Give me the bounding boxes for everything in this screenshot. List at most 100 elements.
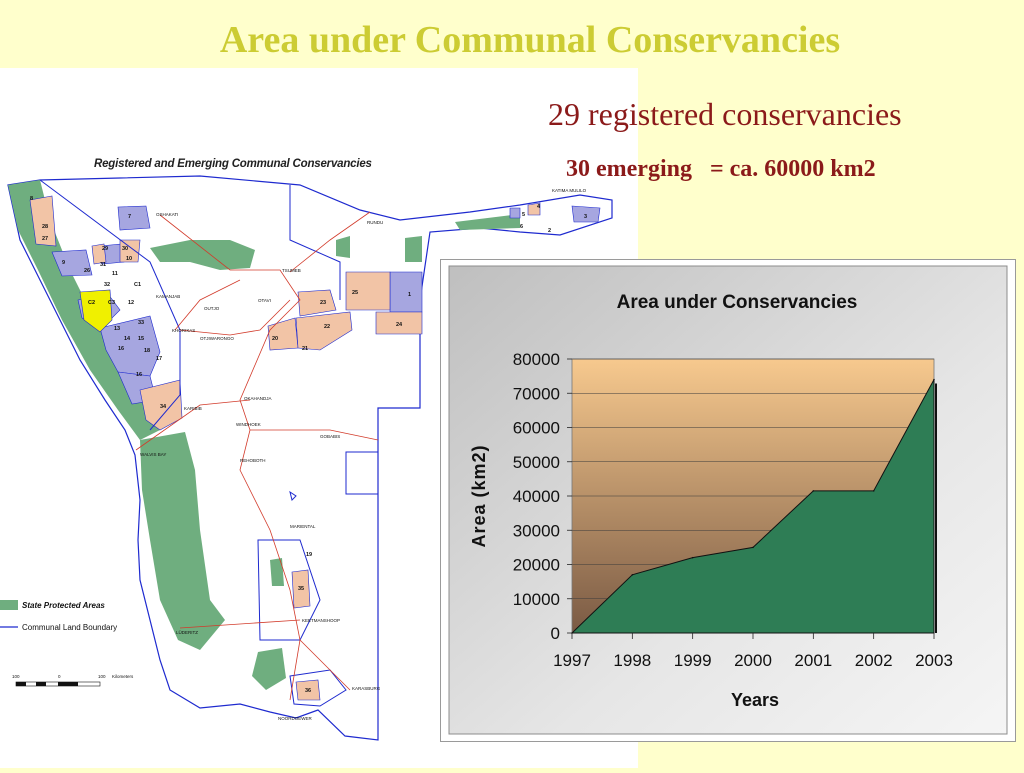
svg-text:18: 18 [144, 348, 150, 354]
y-tick-label: 40000 [513, 487, 560, 506]
y-tick-label: 60000 [513, 419, 560, 438]
legend-boundary-label: Communal Land Boundary [22, 623, 117, 632]
svg-text:36: 36 [305, 688, 311, 694]
svg-text:KATIMA MULILO: KATIMA MULILO [552, 188, 587, 193]
x-tick-label: 1997 [553, 651, 591, 670]
svg-text:3: 3 [584, 214, 587, 220]
svg-text:OUTJO: OUTJO [204, 306, 220, 311]
y-tick-label: 70000 [513, 384, 560, 403]
svg-text:WINDHOEK: WINDHOEK [236, 422, 261, 427]
svg-text:20: 20 [272, 336, 278, 342]
svg-text:16: 16 [136, 372, 142, 378]
svg-text:17: 17 [156, 356, 162, 362]
y-tick-label: 80000 [513, 350, 560, 369]
svg-text:OTJIWARONGO: OTJIWARONGO [200, 336, 234, 341]
svg-text:35: 35 [298, 586, 304, 592]
area-data-point [812, 490, 815, 492]
y-tick-label: 10000 [513, 590, 560, 609]
area-data-point [752, 546, 754, 549]
svg-text:13: 13 [114, 326, 120, 332]
map-heading: Registered and Emerging Communal Conserv… [94, 158, 372, 170]
svg-text:10: 10 [126, 256, 132, 262]
y-axis-ticks: 0 10000 20000 30000 40000 50000 60000 70000 8000… [513, 350, 572, 643]
svg-text:5: 5 [522, 212, 525, 218]
svg-text:32: 32 [104, 282, 110, 288]
namib-protected [140, 432, 225, 650]
svg-text:100: 100 [12, 674, 20, 679]
svg-text:C1: C1 [134, 282, 141, 288]
legend-protected-label: State Protected Areas [22, 601, 105, 610]
svg-text:26: 26 [84, 268, 90, 274]
slide-title: Area under Communal Conservancies [219, 19, 841, 61]
place-labels: OSHAKATI RUNDU KATIMA MULILO TSUMEB OTAV… [140, 188, 587, 721]
svg-text:23: 23 [320, 300, 326, 306]
svg-text:Kilometers: Kilometers [112, 674, 134, 679]
svg-text:TSUMEB: TSUMEB [282, 268, 301, 273]
svg-text:OKAHANDJA: OKAHANDJA [244, 396, 272, 401]
y-tick-label: 30000 [513, 521, 560, 540]
svg-text:25: 25 [352, 290, 358, 296]
area-data-point [691, 556, 694, 559]
country-outline [7, 175, 613, 741]
svg-text:15: 15 [138, 336, 144, 342]
svg-text:KARASBURG: KARASBURG [352, 686, 381, 691]
svg-text:9: 9 [62, 260, 65, 266]
svg-text:2: 2 [548, 228, 551, 234]
svg-text:8: 8 [30, 196, 33, 202]
svg-text:KARIBIB: KARIBIB [184, 406, 202, 411]
etosha-protected [150, 240, 255, 270]
x-tick-label: 1998 [613, 651, 651, 670]
svg-text:WALVIS BAY: WALVIS BAY [140, 452, 166, 457]
svg-text:REHOBOTH: REHOBOTH [240, 458, 266, 463]
svg-text:33: 33 [138, 320, 144, 326]
svg-text:27: 27 [42, 236, 48, 242]
svg-text:C2: C2 [88, 300, 95, 306]
svg-text:7: 7 [128, 214, 131, 220]
svg-text:6: 6 [520, 224, 523, 230]
svg-text:31: 31 [100, 262, 106, 268]
emerging-count-text: 30 emerging = ca. 60000 km2 [566, 156, 876, 182]
area-chart-panel: Area under Conservancies 0 10000 20000 3000… [440, 259, 1016, 742]
svg-text:1: 1 [408, 292, 411, 298]
scale-bar: 100 0 100 Kilometers [12, 674, 134, 687]
svg-text:C3: C3 [108, 300, 115, 306]
svg-text:KEETMANSHOOP: KEETMANSHOOP [302, 618, 340, 623]
svg-text:MARIENTAL: MARIENTAL [290, 524, 316, 529]
x-axis-label: Years [731, 690, 779, 710]
svg-text:NOORDOEWER: NOORDOEWER [278, 716, 313, 721]
svg-text:30: 30 [122, 246, 128, 252]
svg-text:19: 19 [306, 552, 312, 558]
registered-count-text: 29 registered conservancies [548, 96, 902, 132]
svg-text:4: 4 [537, 204, 541, 210]
svg-text:KAMANJAB: KAMANJAB [156, 294, 180, 299]
legend-swatch-protected [0, 600, 18, 610]
x-axis-ticks: 1997 1998 1999 2000 2001 2002 2003 [553, 633, 953, 670]
y-tick-label: 0 [551, 624, 560, 643]
conservancy-numbers: 8 28 27 7 29 30 9 31 10 11 26 32 C1 C2 C… [30, 196, 587, 694]
y-tick-label: 20000 [513, 556, 560, 575]
svg-text:29: 29 [102, 246, 108, 252]
svg-text:100: 100 [98, 674, 106, 679]
x-tick-label: 2003 [915, 651, 953, 670]
x-tick-label: 2002 [855, 651, 893, 670]
y-tick-label: 50000 [513, 453, 560, 472]
area-series [570, 378, 937, 634]
area-chart: Area under Conservancies 0 10000 20000 3000… [448, 265, 1008, 735]
area-data-point [933, 378, 935, 381]
area-data-point [631, 573, 634, 576]
svg-text:OSHAKATI: OSHAKATI [156, 212, 178, 217]
svg-text:0: 0 [58, 674, 61, 679]
svg-text:KHORIXAS: KHORIXAS [172, 328, 195, 333]
svg-text:22: 22 [324, 324, 330, 330]
map-drawing: OSHAKATI RUNDU KATIMA MULILO TSUMEB OTAV… [0, 175, 613, 741]
svg-text:OTAVI: OTAVI [258, 298, 271, 303]
svg-text:34: 34 [160, 404, 167, 410]
x-tick-label: 1999 [674, 651, 712, 670]
svg-text:28: 28 [42, 224, 48, 230]
svg-text:11: 11 [112, 271, 118, 277]
chart-title: Area under Conservancies [617, 292, 858, 313]
x-tick-label: 2000 [734, 651, 772, 670]
svg-text:LÜDERITZ: LÜDERITZ [176, 629, 198, 635]
x-tick-label: 2001 [794, 651, 832, 670]
svg-text:14: 14 [124, 336, 131, 342]
